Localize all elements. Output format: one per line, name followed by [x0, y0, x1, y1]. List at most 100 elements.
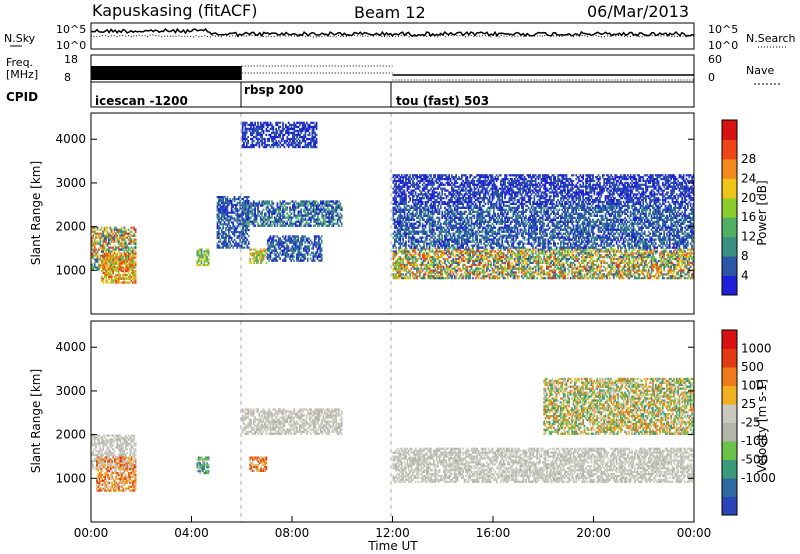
- heatmap-cell: [286, 202, 289, 205]
- heatmap-cell: [304, 133, 307, 137]
- heatmap-cell: [578, 277, 580, 280]
- heatmap-cell: [271, 245, 273, 248]
- heatmap-cell: [611, 273, 614, 276]
- heatmap-cell: [286, 143, 289, 147]
- nsky-label: N.Sky: [4, 32, 36, 45]
- heatmap-cell: [101, 254, 103, 257]
- heatmap-cell: [614, 254, 617, 257]
- heatmap-cell: [555, 258, 558, 261]
- heatmap-cell: [398, 277, 400, 280]
- heatmap-cell: [653, 275, 656, 278]
- heatmap-cell: [102, 230, 104, 233]
- heatmap-cell: [561, 252, 564, 255]
- heatmap-cell: [254, 256, 257, 259]
- heatmap-cell: [622, 273, 625, 276]
- heatmap-cell: [216, 196, 219, 199]
- heatmap-cell: [550, 252, 552, 255]
- heatmap-cell: [310, 139, 312, 143]
- heatmap-cell: [557, 267, 559, 270]
- heatmap-cell: [438, 248, 441, 251]
- heatmap-cell: [561, 275, 564, 278]
- heatmap-cell: [692, 267, 695, 270]
- heatmap-cell: [216, 207, 219, 210]
- heatmap-cell: [125, 262, 127, 265]
- heatmap-cell: [251, 127, 254, 131]
- heatmap-cell: [504, 248, 506, 251]
- cpid-label: CPID: [6, 90, 38, 104]
- heatmap-cell: [657, 275, 660, 278]
- heatmap-cell: [100, 248, 103, 251]
- heatmap-cell: [579, 250, 582, 253]
- heatmap-cell: [395, 277, 397, 280]
- heatmap-cell: [285, 131, 287, 135]
- heatmap-cell: [220, 236, 223, 239]
- heatmap-cell: [105, 254, 107, 257]
- heatmap-cell: [95, 258, 97, 261]
- heatmap-cell: [283, 257, 286, 260]
- heatmap-cell: [400, 273, 403, 276]
- heatmap-cell: [260, 258, 262, 261]
- heatmap-cell: [650, 256, 653, 259]
- heatmap-cell: [396, 269, 399, 272]
- heatmap-cell: [495, 267, 498, 270]
- heatmap-cell: [438, 259, 441, 263]
- heatmap-cell: [250, 212, 252, 215]
- heatmap-cell: [618, 271, 621, 274]
- heatmap-cell: [293, 251, 295, 254]
- freq-traces: [91, 65, 694, 81]
- heatmap-cell: [596, 248, 598, 251]
- heatmap-cell: [116, 230, 119, 233]
- heatmap-cell: [674, 248, 677, 251]
- heatmap-cell: [562, 265, 565, 268]
- heatmap-cell: [673, 277, 675, 280]
- heatmap-cell: [399, 269, 402, 272]
- heatmap-cell: [449, 275, 452, 278]
- heatmap-cell: [407, 252, 410, 255]
- heatmap-cell: [574, 273, 576, 276]
- heatmap-cell: [393, 250, 396, 253]
- heatmap-cell: [132, 277, 134, 280]
- heatmap-cell: [289, 237, 291, 240]
- heatmap-cell: [594, 254, 597, 257]
- heatmap-cell: [317, 222, 319, 225]
- heatmap-cell: [257, 127, 259, 131]
- heatmap-cell: [250, 220, 252, 223]
- heatmap-cell: [502, 254, 505, 257]
- heatmap-cell: [266, 220, 269, 223]
- heatmap-cell: [445, 252, 448, 255]
- heatmap-cell: [416, 269, 418, 272]
- heatmap-cell: [420, 250, 423, 253]
- heatmap-cell: [476, 275, 478, 278]
- heatmap-cell: [548, 248, 551, 251]
- heatmap-cell: [98, 236, 100, 239]
- heatmap-cell: [428, 263, 431, 266]
- heatmap-cell: [667, 273, 670, 276]
- heatmap-cell: [268, 208, 270, 211]
- heatmap-cell: [546, 273, 548, 276]
- heatmap-cell: [567, 263, 569, 266]
- heatmap-cell: [110, 246, 113, 249]
- heatmap-cell: [286, 125, 289, 129]
- heatmap-cell: [689, 254, 692, 257]
- heatmap-cell: [469, 273, 471, 276]
- heatmap-cell: [228, 244, 230, 247]
- heatmap-cell: [643, 248, 646, 251]
- heatmap-cell: [674, 265, 677, 268]
- heatmap-cell: [442, 252, 445, 255]
- heatmap-cell: [426, 267, 428, 270]
- heatmap-cell: [405, 267, 407, 270]
- heatmap-cell: [222, 205, 224, 208]
- heatmap-cell: [445, 273, 448, 276]
- heatmap-cell: [340, 214, 343, 217]
- heatmap-cell: [117, 232, 120, 235]
- heatmap-cell: [98, 266, 100, 269]
- heatmap-cell: [134, 252, 137, 255]
- heatmap-cell: [250, 131, 252, 135]
- heatmap-cell: [303, 133, 305, 137]
- heatmap-cell: [607, 256, 610, 259]
- heatmap-cell: [663, 252, 665, 255]
- heatmap-cell: [222, 198, 224, 201]
- heatmap-cell: [445, 267, 448, 270]
- heatmap-cell: [338, 204, 340, 207]
- heatmap-cell: [590, 250, 593, 253]
